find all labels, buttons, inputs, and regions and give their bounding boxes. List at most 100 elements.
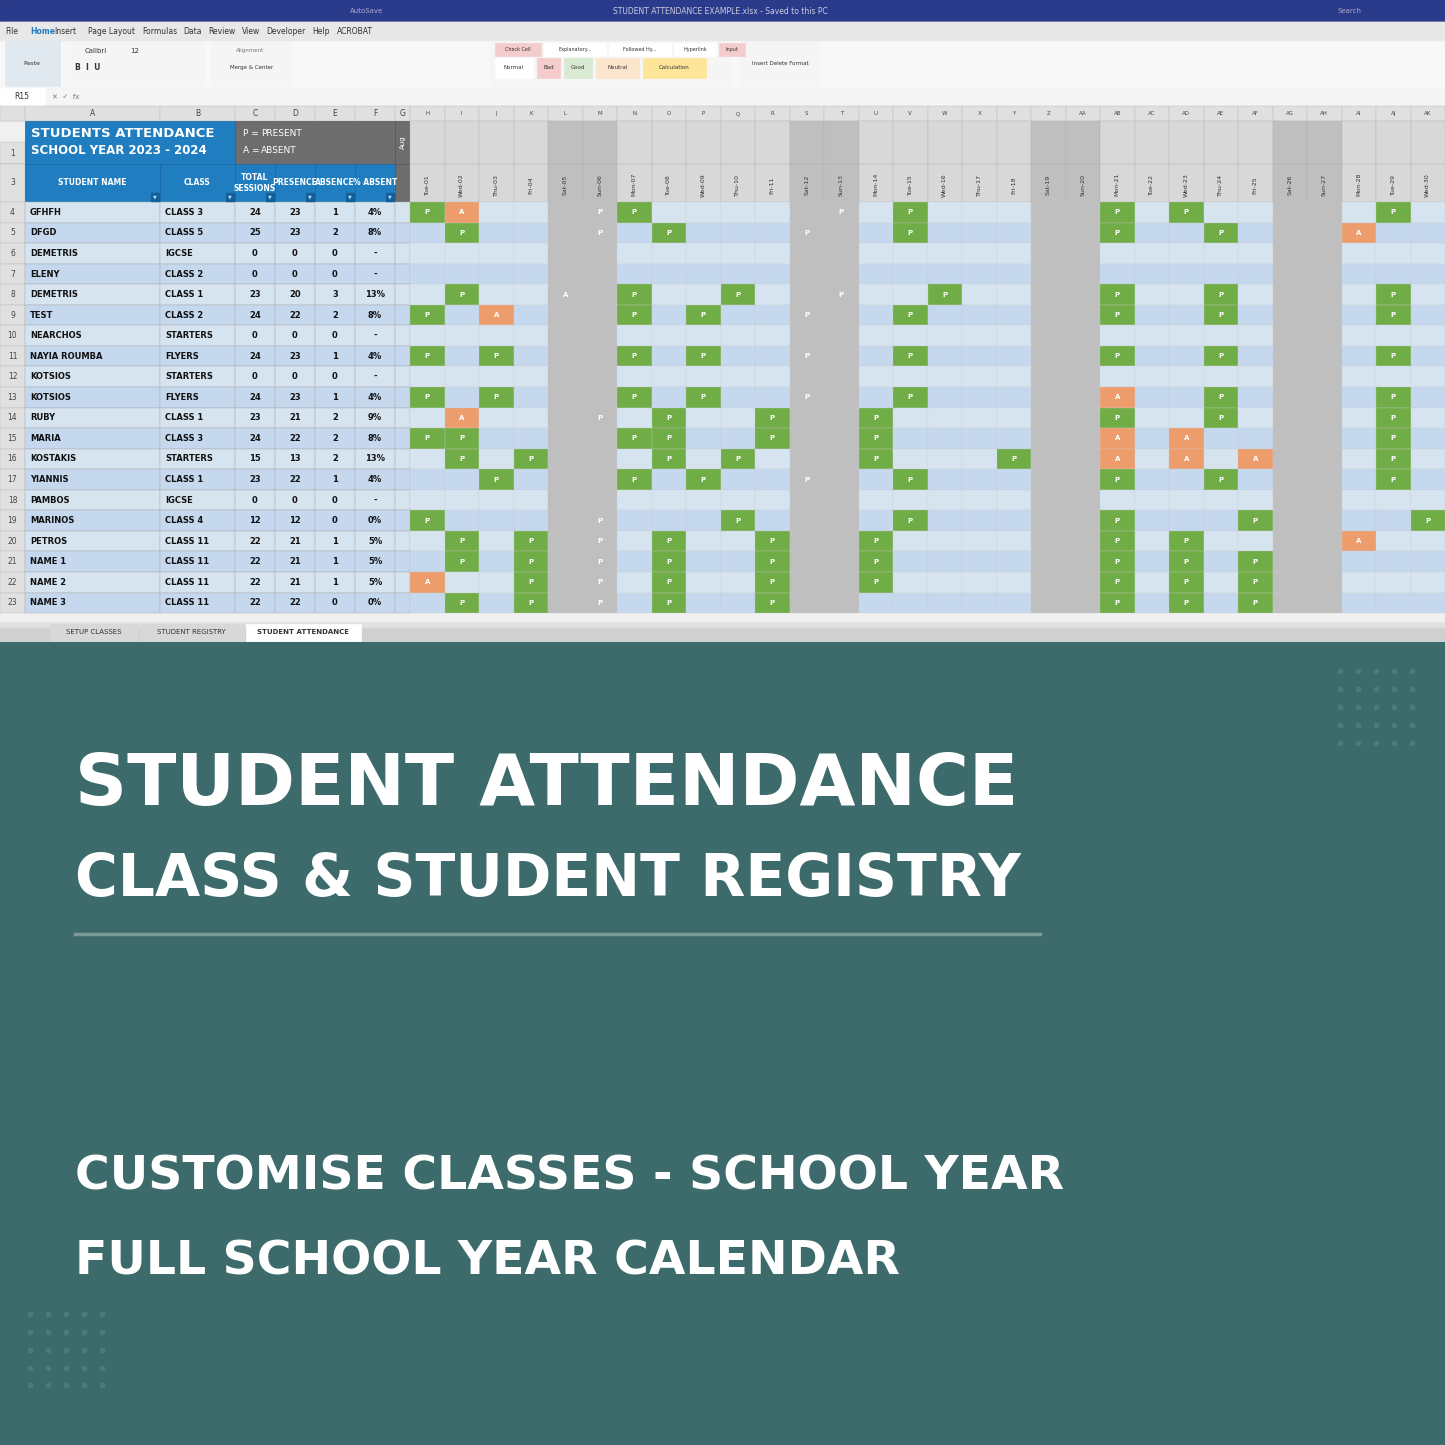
- Text: 1: 1: [332, 536, 338, 546]
- Bar: [410, 223, 445, 243]
- Bar: [275, 223, 315, 243]
- Text: P: P: [907, 353, 913, 360]
- Bar: [25, 121, 236, 163]
- Bar: [513, 264, 548, 285]
- Text: P: P: [631, 394, 637, 400]
- Bar: [1376, 572, 1410, 592]
- Bar: [721, 428, 754, 449]
- Bar: [1030, 552, 1065, 572]
- Text: P: P: [425, 312, 429, 318]
- Text: 23: 23: [289, 351, 301, 361]
- Bar: [160, 305, 236, 325]
- Text: P: P: [873, 579, 879, 585]
- Bar: [858, 163, 893, 202]
- Bar: [315, 243, 355, 264]
- Bar: [355, 264, 394, 285]
- Bar: [754, 470, 789, 490]
- Bar: [721, 592, 754, 613]
- Text: P: P: [666, 457, 672, 462]
- Text: PRESENCE: PRESENCE: [273, 178, 318, 188]
- Bar: [686, 530, 721, 552]
- Bar: [1376, 163, 1410, 202]
- Bar: [997, 428, 1030, 449]
- Text: E: E: [332, 110, 337, 118]
- Bar: [1341, 510, 1376, 530]
- Text: P: P: [597, 230, 603, 236]
- Text: SETUP CLASSES: SETUP CLASSES: [66, 630, 121, 636]
- Bar: [1030, 345, 1065, 367]
- Bar: [225, 194, 234, 201]
- Text: P: P: [942, 292, 948, 298]
- Bar: [513, 449, 548, 470]
- Text: P =: P =: [243, 129, 259, 137]
- Bar: [445, 305, 478, 325]
- Bar: [445, 325, 478, 345]
- Bar: [1306, 407, 1341, 428]
- Text: STUDENT ATTENDANCE: STUDENT ATTENDANCE: [75, 751, 1019, 819]
- Bar: [1341, 305, 1376, 325]
- Text: Wed-02: Wed-02: [460, 173, 464, 197]
- Bar: [1376, 510, 1410, 530]
- Text: 23: 23: [289, 208, 301, 217]
- Text: R15: R15: [14, 92, 29, 101]
- Text: 23: 23: [249, 413, 260, 422]
- Bar: [355, 387, 394, 407]
- Text: A: A: [562, 292, 568, 298]
- Bar: [548, 470, 582, 490]
- Bar: [160, 592, 236, 613]
- Text: A =: A =: [243, 146, 260, 156]
- Text: AF: AF: [1251, 111, 1259, 116]
- Text: P: P: [460, 600, 464, 605]
- Bar: [858, 325, 893, 345]
- Bar: [652, 592, 686, 613]
- Text: 1: 1: [332, 558, 338, 566]
- Text: CLASS 4: CLASS 4: [165, 516, 204, 525]
- Bar: [150, 194, 159, 201]
- Bar: [858, 592, 893, 613]
- Bar: [962, 243, 997, 264]
- Text: P: P: [494, 394, 499, 400]
- Bar: [0, 552, 25, 572]
- Text: CLASS 11: CLASS 11: [165, 578, 210, 587]
- Bar: [315, 490, 355, 510]
- Bar: [1169, 490, 1204, 510]
- Bar: [962, 202, 997, 223]
- Bar: [1306, 552, 1341, 572]
- Bar: [315, 592, 355, 613]
- Bar: [1341, 243, 1376, 264]
- Text: 21: 21: [7, 558, 17, 566]
- Bar: [445, 592, 478, 613]
- Text: 0: 0: [332, 496, 338, 504]
- Bar: [1238, 105, 1273, 121]
- Bar: [394, 285, 410, 305]
- Bar: [720, 43, 746, 55]
- Bar: [789, 510, 824, 530]
- Bar: [160, 264, 236, 285]
- Bar: [789, 345, 824, 367]
- Bar: [962, 264, 997, 285]
- Text: Thu-03: Thu-03: [494, 173, 499, 195]
- Bar: [445, 264, 478, 285]
- Bar: [1030, 449, 1065, 470]
- Text: 8%: 8%: [368, 434, 381, 444]
- Text: W: W: [942, 111, 948, 116]
- Bar: [513, 387, 548, 407]
- Bar: [893, 407, 928, 428]
- Text: 5%: 5%: [368, 578, 381, 587]
- Bar: [236, 449, 275, 470]
- Bar: [1030, 470, 1065, 490]
- Text: P: P: [1218, 312, 1224, 318]
- Bar: [962, 121, 997, 163]
- Text: A: A: [494, 312, 499, 318]
- Text: 0: 0: [292, 249, 298, 259]
- Bar: [548, 572, 582, 592]
- Bar: [394, 325, 410, 345]
- Text: Check Cell: Check Cell: [506, 48, 530, 52]
- Text: A: A: [1114, 457, 1120, 462]
- Bar: [858, 387, 893, 407]
- Bar: [513, 428, 548, 449]
- Bar: [824, 510, 858, 530]
- Text: AK: AK: [1425, 111, 1432, 116]
- Bar: [1238, 490, 1273, 510]
- Bar: [1238, 470, 1273, 490]
